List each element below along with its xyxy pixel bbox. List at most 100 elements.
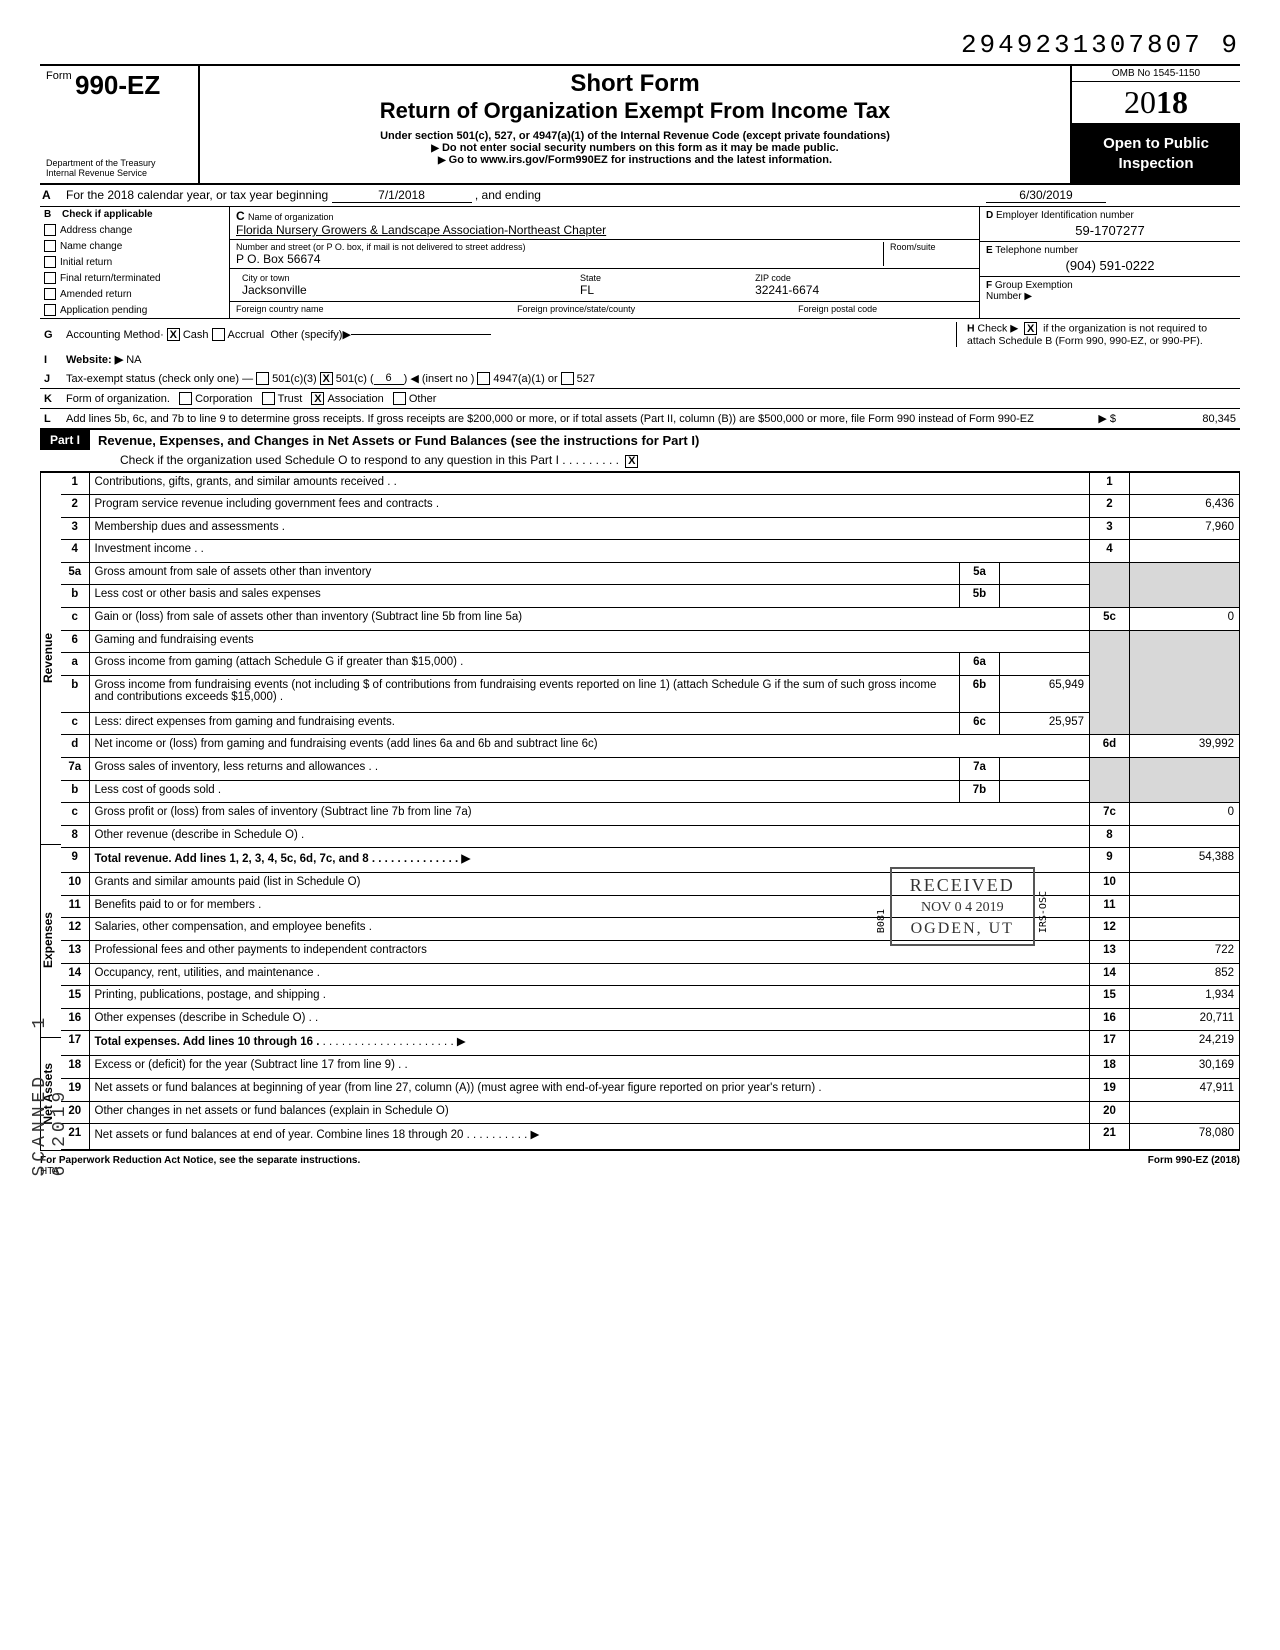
chk-amended[interactable]: Amended return [40,286,229,302]
part1-tag: Part I [40,430,90,450]
year-bold: 18 [1156,84,1188,120]
header-left: Form 990-EZ Department of the Treasury I… [40,66,200,183]
tax-year-begin[interactable]: 7/1/2018 [332,188,472,203]
line-11: 11Benefits paid to or for members .11 [61,895,1240,918]
label-e: E [986,245,993,256]
part1-check-text: Check if the organization used Schedule … [120,453,559,467]
website-label: Website: ▶ [66,353,123,366]
phone-value[interactable]: (904) 591-0222 [986,256,1234,273]
state-value[interactable]: FL [580,283,743,297]
dept-block: Department of the Treasury Internal Reve… [46,159,192,179]
received-right: IRS-OSC [1038,891,1049,933]
ein-value[interactable]: 59-1707277 [986,221,1234,238]
line-20: 20Other changes in net assets or fund ba… [61,1101,1240,1124]
chk-name-change[interactable]: Name change [40,238,229,254]
other-specify[interactable] [351,334,491,335]
received-stamp-wrap: B081 RECEIVED NOV 0 4 2019 OGDEN, UT IRS… [876,867,1049,946]
col-b-header: Check if applicable [62,209,153,220]
lines-table: 1Contributions, gifts, grants, and simil… [61,472,1240,1151]
line-9: 9Total revenue. Add lines 1, 2, 3, 4, 5c… [61,848,1240,873]
label-f: F [986,280,992,291]
received-date: NOV 0 4 2019 [910,900,1015,916]
chk-4947[interactable] [477,372,490,385]
chk-schedule-b[interactable]: X [1024,322,1037,335]
label-j: J [44,373,66,385]
phone-label: Telephone number [995,245,1078,256]
chk-trust[interactable] [262,392,275,405]
line-6d: dNet income or (loss) from gaming and fu… [61,735,1240,758]
line-17: 17Total expenses. Add lines 10 through 1… [61,1031,1240,1056]
chk-527[interactable] [561,372,574,385]
city-value[interactable]: Jacksonville [242,283,568,297]
tax-year-end[interactable]: 6/30/2019 [986,188,1106,203]
line-19: 19Net assets or fund balances at beginni… [61,1078,1240,1101]
line-3: 3Membership dues and assessments .37,960 [61,517,1240,540]
part1-title: Revenue, Expenses, and Changes in Net As… [98,433,1240,448]
website-value[interactable]: NA [126,354,141,366]
line-6b: bGross income from fundraising events (n… [61,675,1240,712]
line-21: 21Net assets or fund balances at end of … [61,1124,1240,1150]
chk-app-pending[interactable]: Application pending [40,302,229,318]
chk-final-return[interactable]: Final return/terminated [40,270,229,286]
line-7a: 7aGross sales of inventory, less returns… [61,757,1240,780]
row-l: L Add lines 5b, 6c, and 7b to line 9 to … [40,409,1240,430]
label-l: L [44,413,66,425]
line-8: 8Other revenue (describe in Schedule O) … [61,825,1240,848]
label-g: G [44,329,66,341]
zip-value[interactable]: 32241-6674 [755,283,967,297]
chk-assoc[interactable]: X [311,392,324,405]
line-7c: cGross profit or (loss) from sales of in… [61,803,1240,826]
org-name[interactable]: Florida Nursery Growers & Landscape Asso… [236,223,606,237]
line-7b: bLess cost of goods sold .7b [61,780,1240,803]
chk-accrual[interactable] [212,328,225,341]
column-def: D Employer Identification number 59-1707… [980,207,1240,318]
part1-check-row: Check if the organization used Schedule … [40,450,1240,472]
chk-schedule-o[interactable]: X [625,455,638,468]
part1-header: Part I Revenue, Expenses, and Changes in… [40,430,1240,450]
header-right: OMB No 1545-1150 2018 Open to Public Ins… [1070,66,1240,183]
form-prefix: Form [46,70,72,82]
chk-other-org[interactable] [393,392,406,405]
chk-501c[interactable]: X [320,372,333,385]
h-check: Check ▶ [978,323,1019,335]
omb-number: OMB No 1545-1150 [1072,66,1240,82]
row-j: J Tax-exempt status (check only one) — 5… [40,369,1240,389]
chk-cash[interactable]: X [167,328,180,341]
and-ending: , and ending [475,188,541,202]
chk-501c3[interactable] [256,372,269,385]
ein-label: Employer Identification number [996,210,1134,221]
label-a: A [40,185,62,206]
subtitle-3: Go to www.irs.gov/Form990EZ for instruct… [210,154,1060,166]
label-h: H [967,323,975,335]
line-5b: bLess cost or other basis and sales expe… [61,585,1240,608]
foreign-state-label: Foreign province/state/county [511,302,792,316]
line-13: 13Professional fees and other payments t… [61,941,1240,964]
line-1: 1Contributions, gifts, grants, and simil… [61,472,1240,495]
group-exemption-label: Group Exemption [995,280,1073,291]
line-6: 6Gaming and fundraising events [61,630,1240,653]
label-k: K [44,393,66,405]
accrual-label: Accrual [228,329,265,341]
section-revenue: Revenue [41,633,61,683]
lines-wrapper: Revenue Expenses Net Assets 1Contributio… [40,472,1240,1151]
chk-corp[interactable] [179,392,192,405]
line-4: 4Investment income . .4 [61,540,1240,563]
room-label: Room/suite [890,242,973,252]
line-6c: cLess: direct expenses from gaming and f… [61,712,1240,735]
row-a: A For the 2018 calendar year, or tax yea… [40,185,1240,207]
501c-num[interactable]: 6 [374,372,404,385]
scanned-stamp: SCANNED 1 6 2019 [30,1010,70,1177]
line-16: 16Other expenses (describe in Schedule O… [61,1008,1240,1031]
chk-address-change[interactable]: Address change [40,222,229,238]
line-5a: 5aGross amount from sale of assets other… [61,562,1240,585]
chk-initial-return[interactable]: Initial return [40,254,229,270]
street-value[interactable]: P O. Box 56674 [236,252,883,266]
org-name-block: C Name of organization Florida Nursery G… [230,207,979,240]
form-number: 990-EZ [75,70,160,100]
foreign-row: Foreign country name Foreign province/st… [230,302,979,316]
block-bcdef: B Check if applicable Address change Nam… [40,207,1240,319]
cash-label: Cash [183,329,209,341]
column-c: C Name of organization Florida Nursery G… [230,207,980,318]
short-form-title: Short Form [210,70,1060,98]
line-18: 18Excess or (deficit) for the year (Subt… [61,1056,1240,1079]
